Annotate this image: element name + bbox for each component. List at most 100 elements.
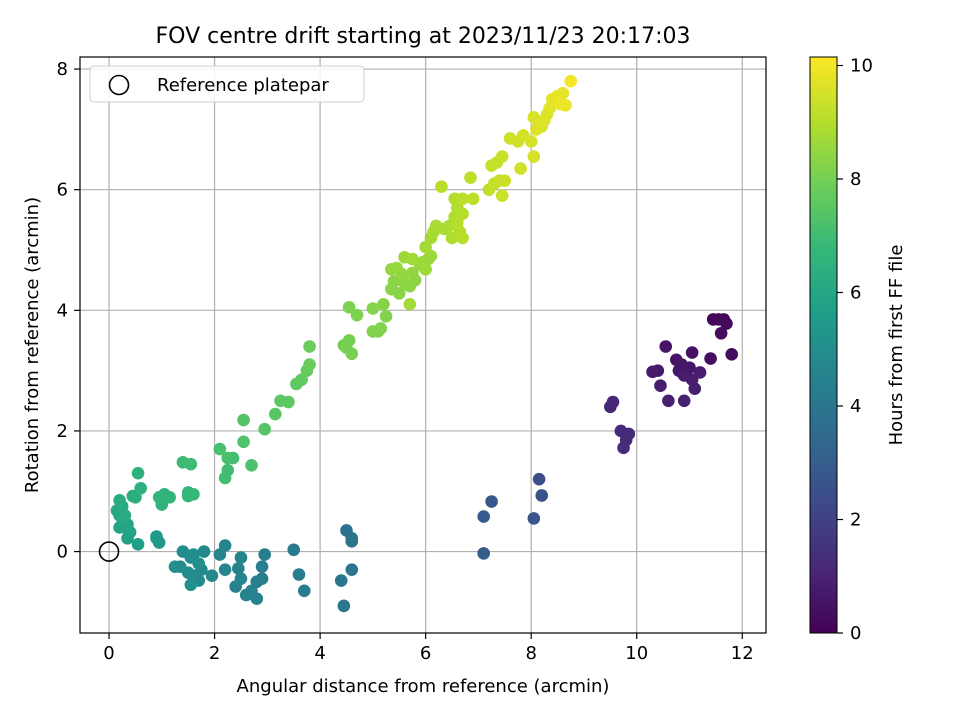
data-point [150,532,163,545]
y-tick-label: 2 [57,421,68,442]
data-point [374,322,388,335]
data-point [258,548,271,561]
data-point [303,340,316,353]
data-point [456,192,469,206]
data-point [366,302,380,315]
data-point [234,551,248,564]
data-point [118,509,132,522]
x-tick-label: 0 [103,643,114,664]
data-point [213,442,227,456]
data-point [456,231,469,245]
legend-marker-icon [108,74,130,96]
data-point [205,569,219,583]
data-point [163,490,177,504]
data-point [258,422,271,436]
data-point [495,150,509,163]
data-point [345,563,359,576]
data-point [334,574,348,587]
chart-title: FOV centre drift starting at 2023/11/23 … [156,24,691,49]
data-point [524,135,538,148]
legend-entry-label: Reference platepar [157,75,329,96]
data-point [131,466,145,480]
data-point [564,74,578,88]
data-point [477,510,490,523]
colorbar: 0 2 4 6 8 10 Hours from first FF file [809,56,907,644]
y-tick-label: 0 [57,542,68,563]
data-point [184,578,198,592]
data-point [250,592,264,605]
data-point [342,301,356,314]
x-tick-label: 4 [314,643,325,664]
data-point [268,407,282,421]
data-point [197,545,211,558]
data-point [685,346,699,359]
data-point [218,471,232,485]
colorbar-tick-label: 10 [850,56,873,77]
data-point [134,481,147,495]
colorbar-label: Hours from first FF file [886,245,907,446]
data-point [297,584,311,598]
x-tick-label: 10 [625,643,648,664]
legend-box [89,65,365,103]
data-point [553,97,567,111]
data-point [192,557,206,570]
data-point [485,495,498,508]
data-point [255,560,269,573]
data-points [110,74,738,613]
data-point [688,382,702,396]
data-point [176,545,190,558]
data-point [345,535,359,548]
data-point [556,86,570,100]
data-point [345,347,359,361]
data-point [168,560,182,573]
y-tick-label: 8 [57,59,68,80]
data-point [646,365,659,379]
data-point [237,413,250,427]
data-point [282,395,295,409]
data-point [184,457,198,471]
y-tick-label: 4 [57,300,68,321]
data-point [392,287,406,300]
data-point [495,189,509,203]
data-point [234,572,248,586]
data-point [213,548,227,561]
colorbar-tick-label: 6 [850,283,861,304]
data-point [292,568,306,581]
data-point [466,192,480,206]
data-point [532,472,546,486]
data-point [237,435,250,449]
x-tick-label: 12 [731,643,754,664]
y-tick-label: 6 [57,180,68,201]
data-point [390,261,403,275]
data-point [406,252,419,266]
data-point [232,562,245,575]
x-axis-ticks: 0 2 4 6 8 10 12 [103,633,754,664]
data-point [403,297,417,311]
data-point [617,441,630,455]
data-point [245,459,258,472]
data-point [379,310,393,323]
data-point [419,263,432,276]
data-point [406,266,419,280]
data-point [677,394,691,408]
data-point [451,216,464,230]
y-axis-ticks: 0 2 4 6 8 [57,59,80,563]
plot-frame [79,56,767,634]
colorbar-tick-label: 0 [850,623,861,644]
data-point [527,150,541,163]
data-point [377,297,390,311]
data-point [435,180,448,193]
x-tick-label: 2 [209,643,220,664]
reference-marker [98,541,120,562]
data-point [287,543,301,557]
data-point [221,451,235,465]
data-point [350,308,364,322]
data-point [514,162,527,175]
data-point [527,512,541,525]
data-point [604,400,617,414]
y-axis-label: Rotation from reference (arcmin) [22,197,43,493]
data-point [303,358,316,371]
data-point [662,394,675,408]
data-point [239,588,253,602]
